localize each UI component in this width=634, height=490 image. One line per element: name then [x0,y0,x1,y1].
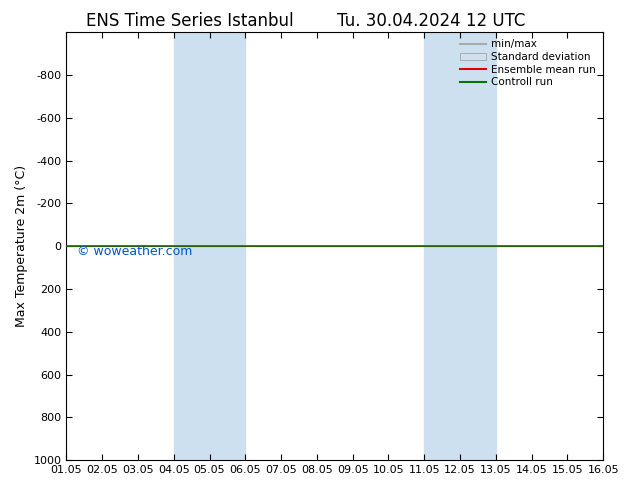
Text: Tu. 30.04.2024 12 UTC: Tu. 30.04.2024 12 UTC [337,12,526,30]
Y-axis label: Max Temperature 2m (°C): Max Temperature 2m (°C) [15,165,28,327]
Text: © woweather.com: © woweather.com [77,245,193,258]
Legend: min/max, Standard deviation, Ensemble mean run, Controll run: min/max, Standard deviation, Ensemble me… [458,37,598,89]
Bar [174,32,245,460]
Text: ENS Time Series Istanbul: ENS Time Series Istanbul [86,12,294,30]
Bar [424,32,496,460]
